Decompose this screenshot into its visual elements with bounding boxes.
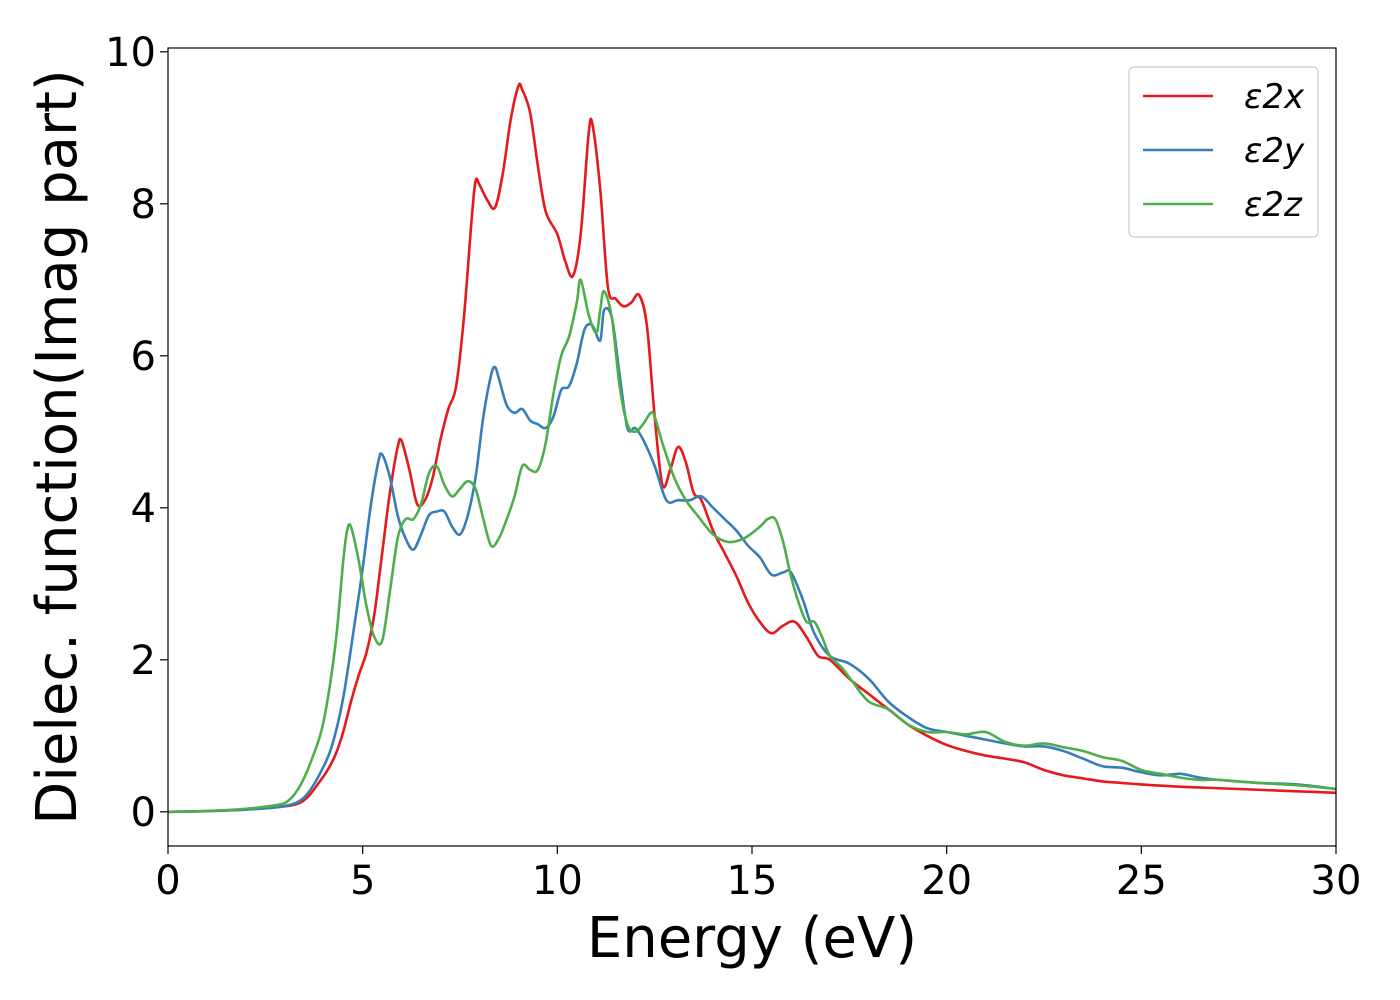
x-tick-label: 10 <box>532 858 583 904</box>
y-tick-label: 4 <box>131 486 156 532</box>
y-tick-label: 6 <box>131 334 156 380</box>
y-axis-ticks: 0 2 4 6 8 10 <box>105 30 168 836</box>
x-tick-label: 5 <box>350 858 375 904</box>
y-tick-label: 10 <box>105 30 156 76</box>
series-line-2 <box>168 306 1336 814</box>
series-line-1 <box>168 82 1336 814</box>
x-tick-label: 25 <box>1116 858 1167 904</box>
legend-label-1: ε2x <box>1244 77 1305 117</box>
x-tick-label: 0 <box>155 858 180 904</box>
x-axis-title: Energy (eV) <box>587 906 917 971</box>
legend-label-3: ε2z <box>1244 185 1303 225</box>
legend-label-2: ε2y <box>1244 131 1305 171</box>
x-tick-label: 20 <box>921 858 972 904</box>
x-axis-ticks: 0 5 10 15 20 25 30 <box>155 846 1361 904</box>
x-tick-label: 15 <box>727 858 778 904</box>
y-tick-label: 8 <box>131 182 156 228</box>
y-tick-label: 2 <box>131 638 156 684</box>
series-line-3 <box>168 278 1336 814</box>
series-layer <box>168 82 1336 814</box>
x-tick-label: 30 <box>1311 858 1362 904</box>
y-axis-title: Dielec. function(Imag part) <box>25 69 90 825</box>
y-tick-label: 0 <box>131 790 156 836</box>
legend-box <box>1128 66 1319 238</box>
legend: ε2x ε2y ε2z <box>1128 66 1319 238</box>
